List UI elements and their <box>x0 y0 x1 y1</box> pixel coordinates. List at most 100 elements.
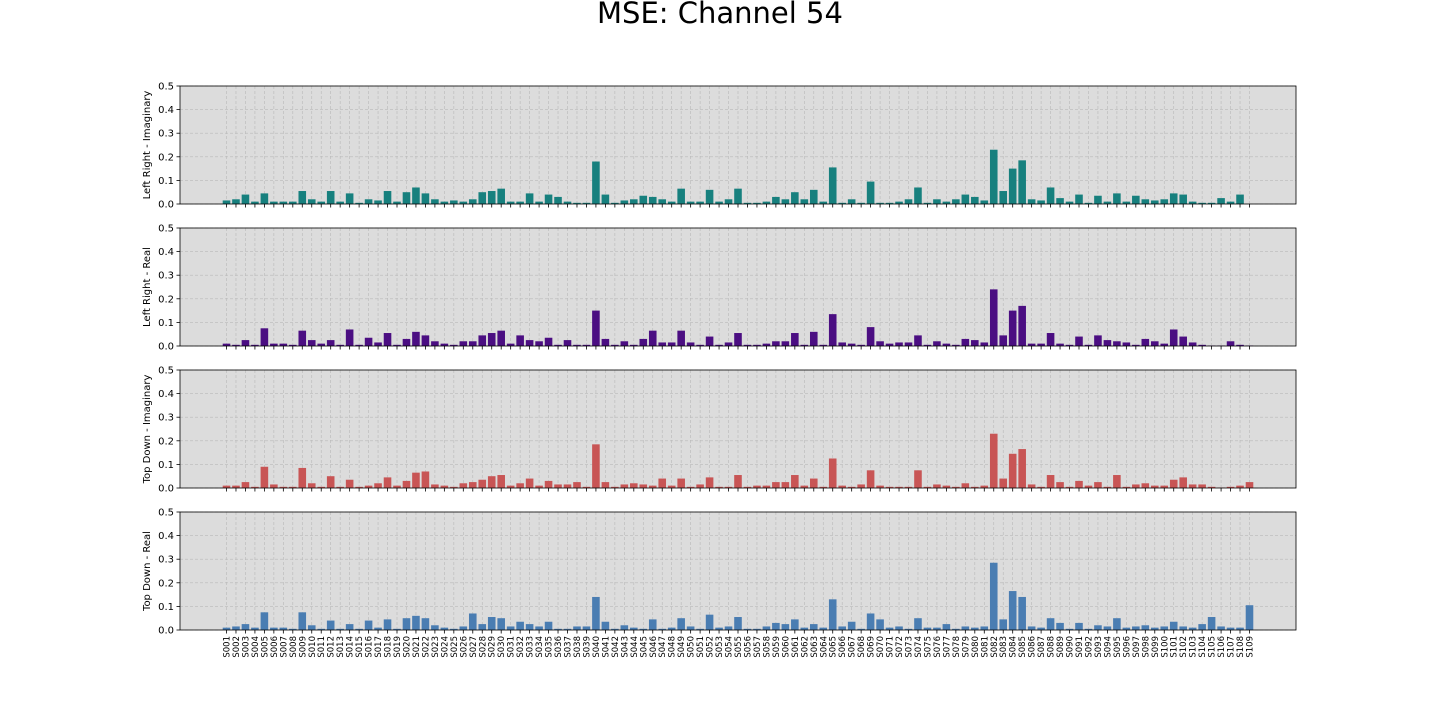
bar-S078 <box>952 344 960 346</box>
bar-S054 <box>724 342 733 346</box>
bar-S018 <box>383 619 392 630</box>
bar-S008 <box>289 628 297 630</box>
x-tick-label: S052 <box>706 636 716 658</box>
bar-S038 <box>573 202 581 204</box>
x-tick-label: S080 <box>971 636 981 658</box>
bar-S096 <box>1122 486 1131 488</box>
bar-S051 <box>696 344 704 346</box>
bar-S084 <box>1008 168 1017 204</box>
bar-S003 <box>241 624 250 630</box>
bar-S108 <box>1236 344 1244 346</box>
x-tick-label: S108 <box>1236 636 1246 658</box>
bar-S054 <box>724 486 733 488</box>
bar-S002 <box>232 344 240 346</box>
bar-S020 <box>402 480 411 488</box>
bar-S029 <box>487 476 496 488</box>
bar-S010 <box>307 625 316 630</box>
x-tick-label: S092 <box>1084 636 1094 658</box>
bar-S063 <box>809 189 818 204</box>
x-tick-label: S049 <box>677 636 687 658</box>
x-tick-label: S101 <box>1170 636 1180 658</box>
x-tick-label: S025 <box>450 636 460 658</box>
bar-S100 <box>1160 626 1169 630</box>
bar-S015 <box>355 628 363 630</box>
bar-S035 <box>544 194 553 204</box>
bar-S049 <box>677 330 685 346</box>
bar-S043 <box>620 625 629 630</box>
bar-S011 <box>317 201 326 204</box>
bar-S098 <box>1141 625 1150 630</box>
bar-S020 <box>402 192 411 204</box>
bar-S102 <box>1179 477 1187 488</box>
bar-S058 <box>762 343 771 346</box>
bar-S049 <box>677 478 685 488</box>
bar-S078 <box>952 199 960 204</box>
bar-S019 <box>393 628 401 630</box>
bar-S092 <box>1084 344 1093 346</box>
bar-S006 <box>270 627 278 630</box>
bar-S067 <box>847 621 856 630</box>
bar-S013 <box>336 628 344 630</box>
bar-S065 <box>828 167 837 204</box>
bar-S047 <box>658 628 667 630</box>
bar-S019 <box>393 485 401 488</box>
bar-S056 <box>743 486 752 488</box>
bar-S046 <box>648 196 657 204</box>
x-tick-label: S091 <box>1075 636 1085 658</box>
bar-S047 <box>658 478 667 488</box>
x-tick-label: S038 <box>573 636 583 658</box>
bar-S053 <box>715 486 723 488</box>
bar-S028 <box>478 335 487 346</box>
bar-S058 <box>762 626 771 630</box>
bar-S057 <box>753 628 761 630</box>
bar-S086 <box>1027 343 1036 346</box>
x-tick-label: S066 <box>838 636 848 658</box>
x-tick-label: S017 <box>374 636 384 658</box>
bar-S070 <box>876 341 884 346</box>
bar-S048 <box>667 485 676 488</box>
bar-S051 <box>696 484 704 488</box>
x-tick-label: S051 <box>696 636 706 658</box>
bar-S028 <box>478 479 487 488</box>
bar-S075 <box>923 202 932 204</box>
bar-S018 <box>383 333 392 346</box>
bar-S009 <box>298 330 307 346</box>
x-tick-label: S088 <box>1047 636 1057 658</box>
bar-S077 <box>942 485 951 488</box>
bar-S017 <box>374 200 382 204</box>
bar-S049 <box>677 188 685 204</box>
bar-S096 <box>1122 342 1131 346</box>
bar-S002 <box>232 199 240 204</box>
bar-S040 <box>592 444 600 488</box>
bar-S060 <box>781 482 790 488</box>
bar-S039 <box>582 486 591 488</box>
x-tick-label: S089 <box>1056 636 1066 658</box>
x-tick-label: S016 <box>365 636 375 658</box>
x-tick-label: S083 <box>999 636 1009 658</box>
bar-S068 <box>857 484 865 488</box>
bar-S059 <box>772 482 780 488</box>
bar-S025 <box>450 486 458 488</box>
bar-S095 <box>1113 341 1121 346</box>
bar-S055 <box>734 188 742 204</box>
bar-S041 <box>601 194 610 204</box>
x-tick-label: S076 <box>933 636 943 658</box>
x-tick-label: S033 <box>526 636 536 658</box>
x-tick-label: S104 <box>1198 636 1208 658</box>
bar-S076 <box>933 341 941 346</box>
y-tick-label: 0.0 <box>158 626 174 637</box>
bar-S001 <box>222 627 231 630</box>
bar-S007 <box>279 343 288 346</box>
bar-S023 <box>431 484 439 488</box>
bar-S093 <box>1094 195 1102 204</box>
bar-S020 <box>402 618 411 630</box>
bar-S038 <box>573 482 581 488</box>
x-tick-label: S103 <box>1189 636 1199 658</box>
bar-S036 <box>554 344 562 346</box>
bar-S093 <box>1094 625 1102 630</box>
x-tick-label: S015 <box>355 636 365 658</box>
bar-S074 <box>914 470 922 488</box>
x-tick-label: S050 <box>687 636 697 658</box>
x-tick-label: S084 <box>1009 636 1019 658</box>
bar-S015 <box>355 202 363 204</box>
